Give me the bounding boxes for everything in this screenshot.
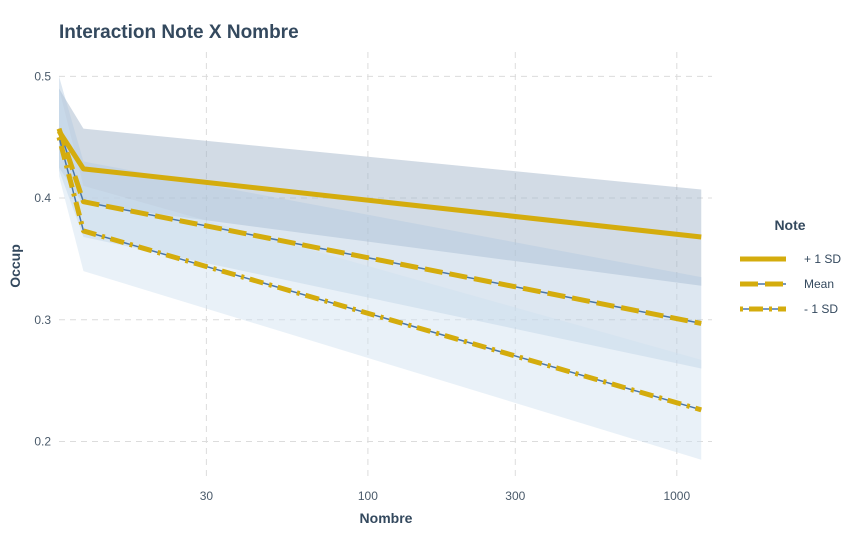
x-tick-label: 1000 [663,489,690,503]
series-line [56,129,702,240]
series-line [56,127,702,326]
grid [59,52,712,478]
y-tick-label: 0.3 [34,313,51,327]
y-tick-label: 0.4 [34,191,51,205]
x-tick-label: 300 [505,489,525,503]
x-tick-label: 30 [200,489,214,503]
legend: Note + 1 SD Mean - 1 SD [740,217,841,316]
y-axis-ticks: 0.2 0.3 0.4 0.5 [34,69,51,448]
legend-title: Note [774,217,805,233]
legend-label: Mean [804,277,834,291]
confidence-band [59,88,702,286]
series-line [56,136,702,413]
confidence-band [59,88,702,460]
x-axis-ticks: 30 100 300 1000 [200,489,691,503]
legend-items: + 1 SD Mean - 1 SD [740,252,841,316]
y-tick-label: 0.2 [34,434,51,448]
y-tick-label: 0.5 [34,69,51,83]
series-lines [56,127,702,413]
legend-label: + 1 SD [804,252,841,266]
x-axis-title: Nombre [360,510,413,526]
legend-label: - 1 SD [804,302,838,316]
confidence-bands [59,76,702,460]
confidence-band [59,76,702,369]
y-axis-title: Occup [7,244,23,288]
chart-title: Interaction Note X Nombre [59,22,299,43]
x-tick-label: 100 [358,489,378,503]
